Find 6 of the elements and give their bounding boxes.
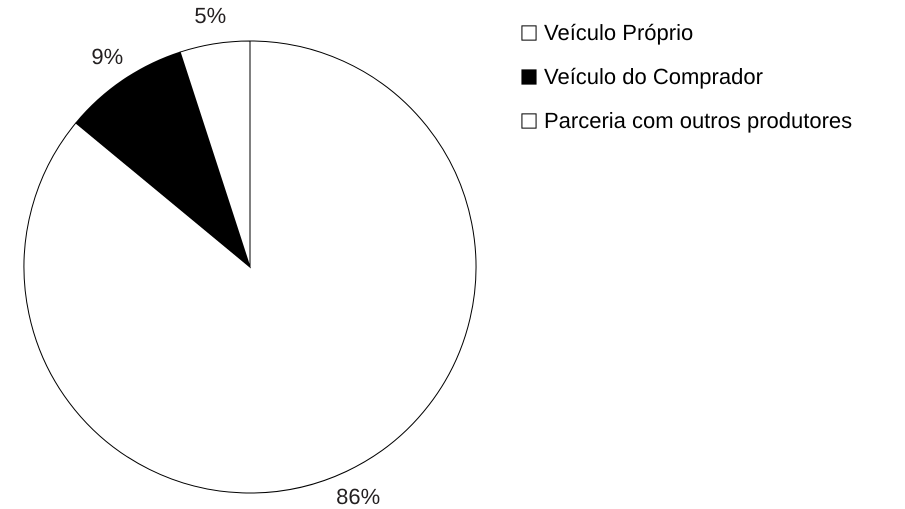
legend-label: Veículo do Comprador (544, 64, 763, 89)
data-label: 9% (91, 44, 124, 69)
legend-label: Parceria com outros produtores (544, 108, 852, 133)
data-label: 5% (194, 3, 226, 28)
legend-label: Veículo Próprio (544, 20, 694, 45)
data-label: 86% (336, 484, 380, 509)
